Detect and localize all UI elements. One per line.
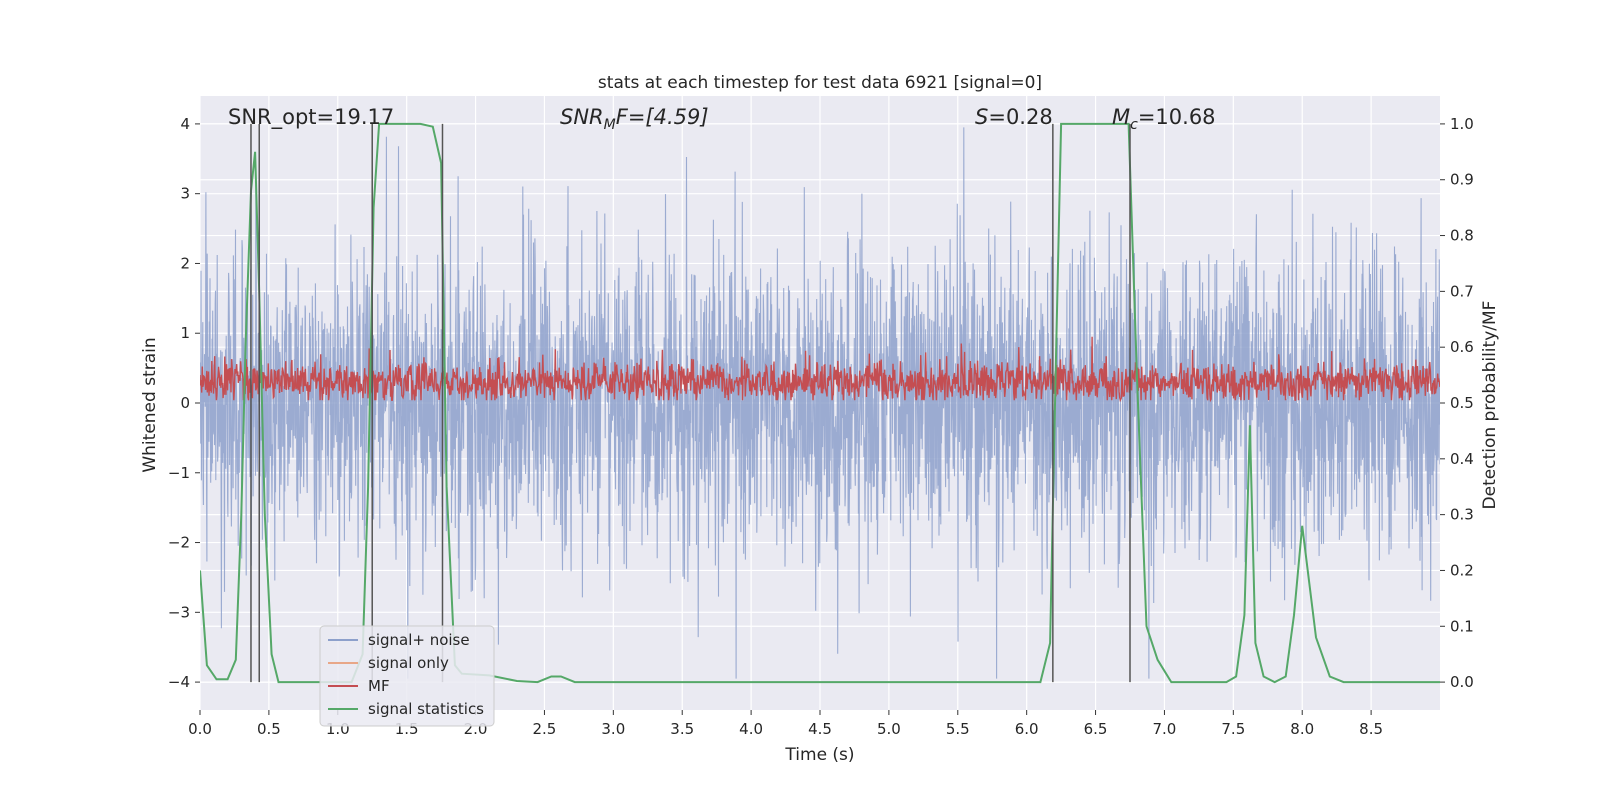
- x-tick-label: 6.5: [1084, 720, 1108, 738]
- x-tick-label: 7.0: [1153, 720, 1177, 738]
- y2-tick-label: 0.7: [1450, 282, 1474, 300]
- legend-label-mf: MF: [368, 677, 390, 695]
- y-axis-label: Whitened strain: [140, 337, 160, 472]
- annotation-mc-main: M: [1112, 105, 1130, 129]
- annotation-s-rest: =0.28: [988, 105, 1052, 129]
- left-axis-ticks: −4 −3 −2 −1 0 1 2 3 4: [168, 115, 200, 691]
- annotation-s-main: S: [975, 105, 988, 129]
- y2-tick-label: 0.1: [1450, 617, 1474, 635]
- x-tick-label: 2.5: [533, 720, 557, 738]
- y-tick-label: 1: [180, 324, 190, 342]
- chart-title: stats at each timestep for test data 692…: [598, 73, 1042, 93]
- legend-label-signal-only: signal only: [368, 654, 449, 672]
- bottom-axis-ticks: 0.0 0.5 1.0 1.5 2.0 2.5 3.0 3.5 4.0 4.5 5.0 5.5 6.0 6…: [188, 710, 1383, 738]
- y-tick-label: −3: [168, 603, 190, 621]
- annotation-snr-mf-sub: M: [604, 117, 616, 133]
- y2-tick-label: 0.9: [1450, 171, 1474, 189]
- series-signal-noise-line: [200, 127, 1440, 679]
- y2-tick-label: 0.8: [1450, 227, 1474, 245]
- y-tick-label: −4: [168, 673, 190, 691]
- legend-label-signal-statistics: signal statistics: [368, 700, 484, 718]
- annotation-mc-rest: =10.68: [1138, 105, 1216, 129]
- y2-tick-label: 0.0: [1450, 673, 1474, 691]
- y-tick-label: −1: [168, 464, 190, 482]
- annotation-mc-sub: c: [1130, 117, 1138, 133]
- annotation-mc-value: Mc=10.68: [1112, 105, 1216, 133]
- series-clip-group: [200, 122, 1440, 684]
- x-tick-label: 4.0: [739, 720, 763, 738]
- y2-tick-label: 0.3: [1450, 506, 1474, 524]
- x-tick-label: 8.0: [1290, 720, 1314, 738]
- annotation-snr-mf: SNRMF=[4.59]: [560, 105, 709, 133]
- x-tick-label: 5.0: [877, 720, 901, 738]
- vertical-lines: [250, 123, 1131, 683]
- x-tick-label: 7.5: [1221, 720, 1245, 738]
- x-tick-label: 3.0: [601, 720, 625, 738]
- y2-tick-label: 0.2: [1450, 561, 1474, 579]
- right-axis-ticks: 0.0 0.1 0.2 0.3 0.4 0.5 0.6 0.7 0.8 0.9 1.0: [1440, 115, 1474, 691]
- series-layer: [200, 122, 1440, 684]
- y2-axis-label: Detection probability/MF: [1480, 301, 1500, 510]
- y2-tick-label: 0.4: [1450, 450, 1474, 468]
- annotation-snr-mf-main: SNR: [560, 105, 604, 129]
- x-tick-label: 0.0: [188, 720, 212, 738]
- legend-box: [319, 625, 495, 727]
- legend-label-signal-noise: signal+ noise: [368, 631, 470, 649]
- series-mf-line: [200, 336, 1440, 403]
- x-tick-label: 6.0: [1015, 720, 1039, 738]
- legend: signal+ noise signal only MF signal stat…: [319, 625, 495, 727]
- x-tick-label: 4.5: [808, 720, 832, 738]
- x-tick-label: 8.5: [1359, 720, 1383, 738]
- y-tick-label: 4: [180, 115, 190, 133]
- y2-tick-label: 0.5: [1450, 394, 1474, 412]
- y2-tick-label: 1.0: [1450, 115, 1474, 133]
- y-tick-label: 0: [180, 394, 190, 412]
- x-axis-label: Time (s): [784, 745, 854, 765]
- x-tick-label: 0.5: [257, 720, 281, 738]
- x-tick-label: 3.5: [670, 720, 694, 738]
- annotation-s-value: S=0.28: [975, 105, 1053, 129]
- series-signal-statistics-line: [200, 122, 1440, 684]
- y-tick-label: 3: [180, 185, 190, 203]
- x-tick-label: 5.5: [946, 720, 970, 738]
- annotation-snr-mf-rest: F=[4.59]: [616, 105, 709, 129]
- annotation-snr-opt: SNR_opt=19.17: [228, 105, 394, 130]
- y-tick-label: 2: [180, 254, 190, 272]
- y2-tick-label: 0.6: [1450, 338, 1474, 356]
- y-tick-label: −2: [168, 534, 190, 552]
